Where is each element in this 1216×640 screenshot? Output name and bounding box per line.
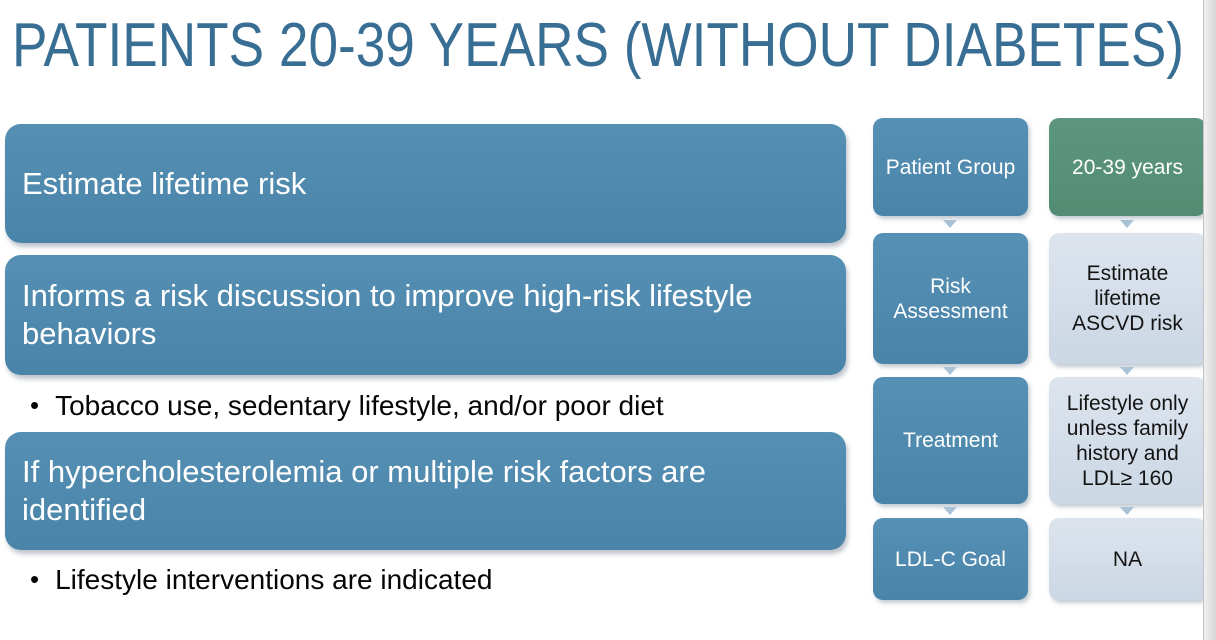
table-value-text: Estimate lifetime ASCVD risk xyxy=(1072,262,1183,335)
table-value-text: 20-39 years xyxy=(1072,155,1183,179)
table-label-text: LDL-C Goal xyxy=(895,547,1006,571)
table-value-text: Lifestyle only unless family history and… xyxy=(1066,391,1189,490)
page-title: PATIENTS 20-39 YEARS (WITHOUT DIABETES) xyxy=(12,11,1184,80)
table-label-text: Risk Assessment xyxy=(893,274,1008,323)
content-box-risk-discussion: Informs a risk discussion to improve hig… xyxy=(5,255,846,375)
content-box-estimate-lifetime-risk: Estimate lifetime risk xyxy=(5,124,846,243)
content-box-text: If hypercholesterolemia or multiple risk… xyxy=(22,454,706,527)
table-label-ldl-c-goal: LDL-C Goal xyxy=(873,518,1028,600)
page-title-text: PATIENTS 20-39 YEARS (WITHOUT DIABETES) xyxy=(12,11,1184,80)
bullet-item-lifestyle-interventions: • Lifestyle interventions are indicated xyxy=(30,564,492,596)
table-value-treatment: Lifestyle only unless family history and… xyxy=(1049,377,1206,504)
connector-arrow-down-icon xyxy=(943,367,957,375)
content-box-hypercholesterolemia: If hypercholesterolemia or multiple risk… xyxy=(5,432,846,550)
bullet-text: Lifestyle interventions are indicated xyxy=(55,564,493,595)
content-box-text: Informs a risk discussion to improve hig… xyxy=(22,278,753,351)
bullet-item-tobacco: • Tobacco use, sedentary lifestyle, and/… xyxy=(30,390,664,422)
bullet-marker-icon: • xyxy=(30,564,40,594)
content-box-text: Estimate lifetime risk xyxy=(22,165,307,201)
table-label-text: Patient Group xyxy=(885,155,1016,179)
connector-arrow-down-icon xyxy=(1120,507,1134,515)
connector-arrow-down-icon xyxy=(1120,220,1134,228)
table-value-age-group: 20-39 years xyxy=(1049,118,1206,216)
connector-arrow-down-icon xyxy=(943,220,957,228)
table-value-risk-assessment: Estimate lifetime ASCVD risk xyxy=(1049,233,1206,364)
bullet-marker-icon: • xyxy=(30,390,40,420)
table-value-ldl-c-goal: NA xyxy=(1049,518,1206,600)
connector-arrow-down-icon xyxy=(1120,367,1134,375)
table-label-treatment: Treatment xyxy=(873,377,1028,504)
window-scrollbar[interactable] xyxy=(1203,0,1216,640)
connector-arrow-down-icon xyxy=(943,507,957,515)
table-value-text: NA xyxy=(1112,547,1143,571)
bullet-text: Tobacco use, sedentary lifestyle, and/or… xyxy=(55,390,664,421)
table-label-text: Treatment xyxy=(903,429,998,452)
table-label-patient-group: Patient Group xyxy=(873,118,1028,216)
table-label-risk-assessment: Risk Assessment xyxy=(873,233,1028,364)
